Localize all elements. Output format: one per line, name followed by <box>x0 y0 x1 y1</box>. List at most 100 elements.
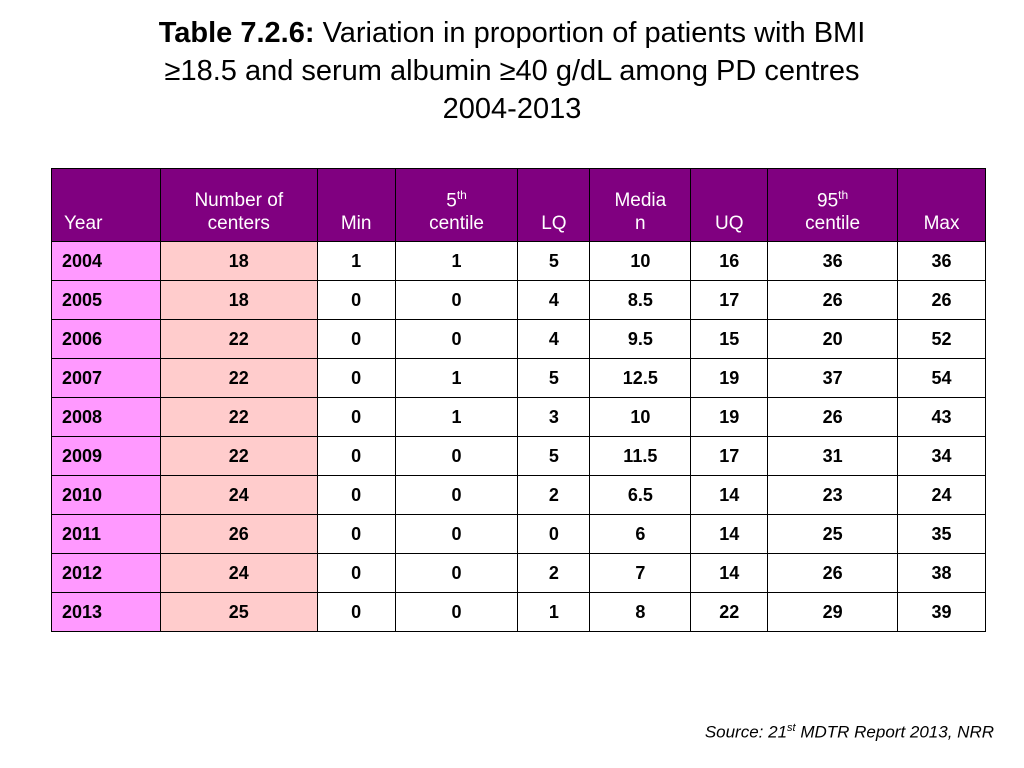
table-row: 2006 22 0 0 4 9.5 15 20 52 <box>51 319 986 359</box>
cell-max: 24 <box>897 475 986 515</box>
cell-uq: 22 <box>690 592 769 632</box>
title-line-1: Variation in proportion of patients with… <box>322 17 866 49</box>
cell-uq: 17 <box>690 280 769 320</box>
cell-year: 2009 <box>51 436 161 476</box>
cell-min: 1 <box>316 241 396 281</box>
table-row: 2004 18 1 1 5 10 16 36 36 <box>51 241 986 281</box>
cell-p95: 20 <box>767 319 899 359</box>
header-median: Media n <box>589 168 692 242</box>
cell-median: 6.5 <box>589 475 692 515</box>
cell-median: 8 <box>589 592 692 632</box>
cell-year: 2007 <box>51 358 161 398</box>
cell-centers: 22 <box>159 436 318 476</box>
cell-median: 6 <box>589 514 692 554</box>
cell-centers: 18 <box>159 280 318 320</box>
data-table: Year Number of centers Min 5th centile LQ … <box>51 168 986 632</box>
cell-centers: 26 <box>159 514 318 554</box>
table-row: 2009 22 0 0 5 11.5 17 31 34 <box>51 436 986 476</box>
table-row: 2010 24 0 0 2 6.5 14 23 24 <box>51 475 986 515</box>
cell-median: 10 <box>589 397 692 437</box>
cell-p95: 26 <box>767 553 899 593</box>
table-row: 2012 24 0 0 2 7 14 26 38 <box>51 553 986 593</box>
cell-uq: 17 <box>690 436 769 476</box>
cell-lq: 4 <box>517 319 591 359</box>
cell-median: 12.5 <box>589 358 692 398</box>
cell-max: 34 <box>897 436 986 476</box>
cell-lq: 2 <box>517 553 591 593</box>
cell-median: 10 <box>589 241 692 281</box>
cell-lq: 0 <box>517 514 591 554</box>
cell-lq: 5 <box>517 241 591 281</box>
cell-year: 2005 <box>51 280 161 320</box>
title-line-2: ≥18.5 and serum albumin ≥40 g/dL among P… <box>164 55 860 87</box>
header-year: Year <box>51 168 161 242</box>
cell-p95: 29 <box>767 592 899 632</box>
cell-centers: 24 <box>159 475 318 515</box>
cell-min: 0 <box>316 514 396 554</box>
cell-max: 54 <box>897 358 986 398</box>
cell-p95: 26 <box>767 280 899 320</box>
cell-p5: 1 <box>394 241 519 281</box>
cell-p5: 0 <box>394 553 519 593</box>
cell-p95: 31 <box>767 436 899 476</box>
cell-centers: 22 <box>159 319 318 359</box>
cell-centers: 22 <box>159 397 318 437</box>
cell-min: 0 <box>316 436 396 476</box>
cell-year: 2013 <box>51 592 161 632</box>
cell-uq: 19 <box>690 397 769 437</box>
cell-p95: 23 <box>767 475 899 515</box>
cell-year: 2008 <box>51 397 161 437</box>
cell-year: 2004 <box>51 241 161 281</box>
cell-p5: 0 <box>394 436 519 476</box>
cell-min: 0 <box>316 358 396 398</box>
cell-uq: 14 <box>690 475 769 515</box>
header-95th-centile: 95th centile <box>767 168 899 242</box>
table-label: Table 7.2.6: <box>158 17 315 49</box>
cell-p5: 0 <box>394 514 519 554</box>
cell-max: 38 <box>897 553 986 593</box>
cell-centers: 18 <box>159 241 318 281</box>
cell-median: 7 <box>589 553 692 593</box>
title-line-3: 2004-2013 <box>442 93 582 125</box>
header-min: Min <box>316 168 396 242</box>
cell-year: 2010 <box>51 475 161 515</box>
header-row: Year Number of centers Min 5th centile LQ … <box>51 168 986 242</box>
cell-p95: 37 <box>767 358 899 398</box>
cell-p5: 0 <box>394 592 519 632</box>
cell-min: 0 <box>316 592 396 632</box>
page-title: Table 7.2.6: Variation in proportion of … <box>60 14 964 128</box>
cell-median: 8.5 <box>589 280 692 320</box>
cell-centers: 22 <box>159 358 318 398</box>
cell-min: 0 <box>316 475 396 515</box>
header-uq: UQ <box>690 168 769 242</box>
cell-year: 2006 <box>51 319 161 359</box>
cell-uq: 14 <box>690 553 769 593</box>
cell-uq: 16 <box>690 241 769 281</box>
table-row: 2005 18 0 0 4 8.5 17 26 26 <box>51 280 986 320</box>
cell-uq: 14 <box>690 514 769 554</box>
cell-uq: 15 <box>690 319 769 359</box>
cell-min: 0 <box>316 397 396 437</box>
cell-centers: 24 <box>159 553 318 593</box>
cell-min: 0 <box>316 319 396 359</box>
cell-max: 36 <box>897 241 986 281</box>
cell-p5: 0 <box>394 319 519 359</box>
cell-p5: 0 <box>394 475 519 515</box>
header-max: Max <box>897 168 986 242</box>
source-note: Source: 21st MDTR Report 2013, NRR <box>704 722 994 742</box>
cell-lq: 5 <box>517 436 591 476</box>
cell-max: 52 <box>897 319 986 359</box>
cell-lq: 5 <box>517 358 591 398</box>
header-lq: LQ <box>517 168 591 242</box>
cell-p5: 0 <box>394 280 519 320</box>
cell-min: 0 <box>316 553 396 593</box>
cell-max: 43 <box>897 397 986 437</box>
cell-p95: 26 <box>767 397 899 437</box>
header-5th-centile: 5th centile <box>394 168 519 242</box>
cell-lq: 2 <box>517 475 591 515</box>
cell-p95: 25 <box>767 514 899 554</box>
cell-p5: 1 <box>394 397 519 437</box>
table-row: 2008 22 0 1 3 10 19 26 43 <box>51 397 986 437</box>
cell-year: 2012 <box>51 553 161 593</box>
table-row: 2007 22 0 1 5 12.5 19 37 54 <box>51 358 986 398</box>
